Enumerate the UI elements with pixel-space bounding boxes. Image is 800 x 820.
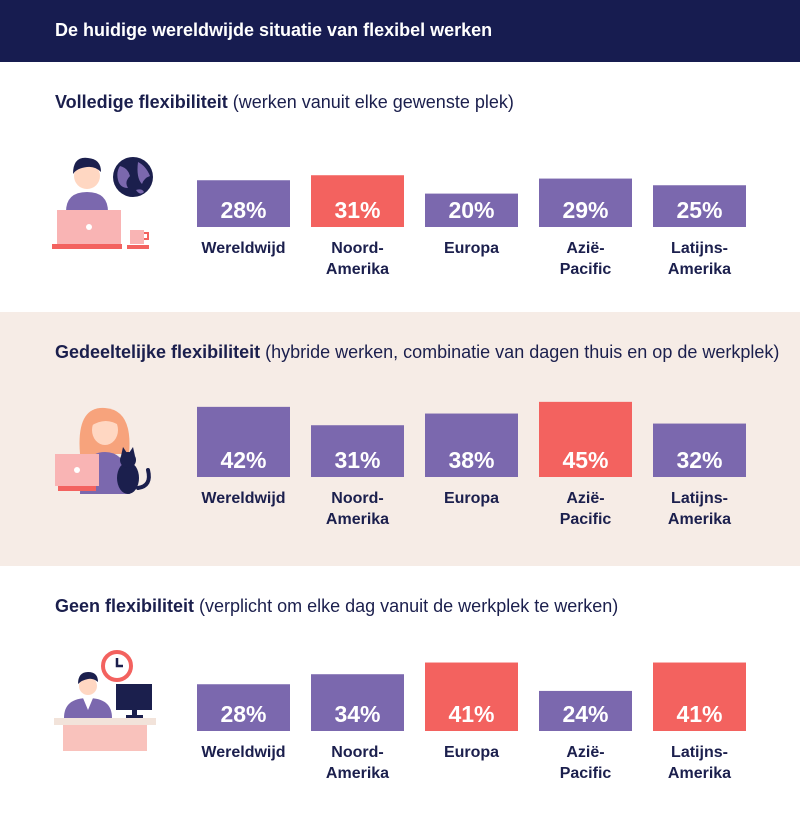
category-label: Pacific — [560, 511, 612, 528]
bar-value-label: 28% — [220, 701, 266, 727]
category-label: Amerika — [326, 511, 389, 528]
bar-value-label: 31% — [334, 197, 380, 223]
bar-value-label: 45% — [562, 447, 608, 473]
category-label: Europa — [444, 744, 499, 761]
bar-group: 32% Latijns- Amerika — [653, 423, 746, 528]
bar-group: 28% Wereldwijd — [197, 684, 290, 761]
bar-value-label: 34% — [334, 701, 380, 727]
bar — [425, 662, 518, 731]
category-label: Azië- — [566, 240, 604, 257]
section-partial-flexibility: Gedeeltelijke flexibiliteit (hybride wer… — [0, 312, 800, 566]
bar — [539, 178, 632, 227]
bar-value-label: 42% — [220, 447, 266, 473]
category-label: Azië- — [566, 744, 604, 761]
bar-group: 41% Latijns- Amerika — [653, 662, 746, 782]
bar-value-label: 38% — [448, 447, 494, 473]
bar — [311, 425, 404, 477]
bar-value-label: 41% — [448, 701, 494, 727]
laptop-globe-icon — [52, 157, 153, 249]
bar — [653, 662, 746, 731]
bar-group: 31% Noord- Amerika — [311, 425, 404, 528]
bar-group: 25% Latijns- Amerika — [653, 185, 746, 278]
bar-value-label: 24% — [562, 701, 608, 727]
section-full-flexibility: Volledige flexibiliteit (werken vanuit e… — [0, 62, 800, 312]
bar-value-label: 41% — [676, 701, 722, 727]
category-label: Wereldwijd — [201, 744, 285, 761]
bar-group: 24% Azië- Pacific — [539, 690, 632, 782]
section-title: Volledige flexibiliteit (werken vanuit e… — [55, 92, 514, 113]
section-title-rest: (verplicht om elke dag vanuit de werkple… — [194, 596, 619, 616]
bar-value-label: 31% — [334, 447, 380, 473]
bar-group: 34% Noord- Amerika — [311, 674, 404, 782]
bar — [197, 180, 290, 227]
bar — [539, 690, 632, 731]
bar — [197, 406, 290, 477]
bar-value-label: 32% — [676, 447, 722, 473]
category-label: Noord- — [331, 490, 383, 507]
bar-value-label: 25% — [676, 197, 722, 223]
laptop-cat-icon — [55, 407, 151, 494]
section-title-bold: Volledige flexibiliteit — [55, 92, 228, 112]
bar — [539, 401, 632, 477]
section-title-bold: Geen flexibiliteit — [55, 596, 195, 616]
category-label: Amerika — [668, 261, 731, 278]
page-title: De huidige wereldwijde situatie van flex… — [55, 20, 493, 40]
category-label: Pacific — [560, 765, 612, 782]
category-label: Wereldwijd — [201, 490, 285, 507]
bar — [311, 175, 404, 227]
bar-value-label: 28% — [220, 197, 266, 223]
category-label: Noord- — [331, 744, 383, 761]
bar — [653, 423, 746, 477]
section-no-flexibility: Geen flexibiliteit (verplicht om elke da… — [0, 566, 800, 820]
category-label: Azië- — [566, 490, 604, 507]
bar-chart-partial: 42% Wereldwijd 31% Noord- Amerika 38% Europa 45… — [197, 401, 746, 528]
category-label: Amerika — [326, 261, 389, 278]
category-label: Pacific — [560, 261, 612, 278]
page-header: De huidige wereldwijde situatie van flex… — [0, 0, 800, 62]
category-label: Latijns- — [671, 490, 728, 507]
category-label: Noord- — [331, 240, 383, 257]
category-label: Amerika — [668, 765, 731, 782]
bar — [425, 413, 518, 477]
bar-group: 31% Noord- Amerika — [311, 175, 404, 278]
section-title: Gedeeltelijke flexibiliteit (hybride wer… — [55, 342, 779, 363]
bar-group: 38% Europa — [425, 413, 518, 507]
category-label: Europa — [444, 240, 499, 257]
bar-chart-none: 28% Wereldwijd 34% Noord- Amerika 41% Europa 24… — [197, 662, 746, 782]
bar-group: 41% Europa — [425, 662, 518, 761]
bar-group: 28% Wereldwijd — [197, 180, 290, 257]
category-label: Latijns- — [671, 240, 728, 257]
category-label: Europa — [444, 490, 499, 507]
section-title-bold: Gedeeltelijke flexibiliteit — [55, 342, 261, 362]
bar-value-label: 29% — [562, 197, 608, 223]
section-title-rest: (hybride werken, combinatie van dagen th… — [260, 342, 780, 362]
section-title-rest: (werken vanuit elke gewenste plek) — [227, 92, 514, 112]
bar — [425, 193, 518, 227]
category-label: Wereldwijd — [201, 240, 285, 257]
bar-group: 42% Wereldwijd — [197, 406, 290, 507]
category-label: Amerika — [668, 511, 731, 528]
desk-clock-icon — [54, 650, 156, 751]
bar — [197, 684, 290, 731]
bar-group: 20% Europa — [425, 193, 518, 257]
bar-chart-full: 28% Wereldwijd 31% Noord- Amerika 20% Europa 29… — [197, 175, 746, 278]
bar-value-label: 20% — [448, 197, 494, 223]
bar-group: 29% Azië- Pacific — [539, 178, 632, 278]
bar-group: 45% Azië- Pacific — [539, 401, 632, 528]
section-title: Geen flexibiliteit (verplicht om elke da… — [55, 596, 618, 617]
bar — [653, 185, 746, 227]
category-label: Amerika — [326, 765, 389, 782]
bar — [311, 674, 404, 731]
category-label: Latijns- — [671, 744, 728, 761]
